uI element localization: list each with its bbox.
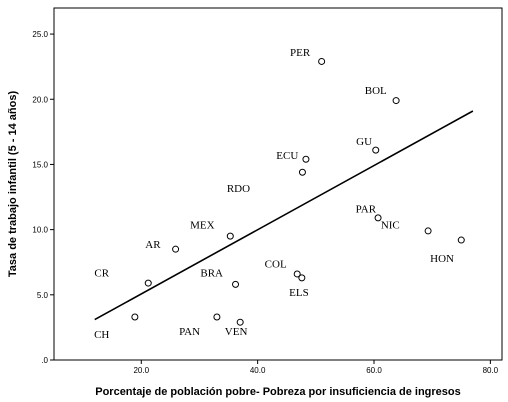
point-label-hon: HON [430, 253, 454, 265]
data-point [226, 232, 234, 240]
x-tick-label: 40.0 [250, 366, 266, 375]
point-label-par: PAR [356, 204, 377, 216]
data-point [302, 155, 310, 163]
point-label-ecu: ECU [276, 150, 298, 162]
x-tick-label: 20.0 [133, 366, 149, 375]
data-point [374, 214, 382, 222]
point-label-ar: AR [145, 239, 161, 251]
y-tick-label: 20.0 [32, 95, 48, 104]
point-label-col: COL [265, 258, 287, 270]
point-labels: PER BOL GU ECU RDO PAR NIC HON MEX AR COL BRA ELS CR C… [94, 47, 454, 341]
data-point [144, 279, 152, 287]
data-point [172, 245, 180, 253]
y-tick-label: 10.0 [32, 226, 48, 235]
plot-frame [53, 7, 503, 361]
point-label-ven: VEN [225, 326, 248, 338]
point-label-nic: NIC [381, 219, 400, 231]
point-label-els: ELS [289, 287, 309, 299]
axis-ticks [50, 33, 491, 364]
y-axis-title: Tasa de trabajo infantil (5 - 14 años) [7, 91, 19, 278]
data-point [392, 97, 400, 105]
data-point [213, 313, 221, 321]
data-point [372, 146, 380, 154]
point-label-pan: PAN [179, 326, 200, 338]
y-tick-label: 15.0 [32, 160, 48, 169]
x-tick-label: 80.0 [483, 366, 499, 375]
point-label-mex: MEX [190, 219, 215, 231]
data-point [232, 280, 240, 288]
point-label-bol: BOL [365, 85, 387, 97]
y-tick-label: 5.0 [37, 291, 49, 300]
y-tick-label: 25.0 [32, 30, 48, 39]
fit-line [94, 110, 474, 321]
y-tick-label: .0 [41, 356, 48, 365]
data-point [318, 57, 326, 65]
point-label-ch: CH [94, 329, 109, 341]
data-points [131, 57, 465, 326]
point-label-bra: BRA [200, 268, 223, 280]
data-point [298, 274, 306, 282]
x-tick-label: 60.0 [366, 366, 382, 375]
point-label-cr: CR [94, 268, 109, 280]
point-label-rdo: RDO [227, 183, 250, 195]
data-point [131, 313, 139, 321]
data-point [298, 168, 306, 176]
data-point [457, 236, 465, 244]
tick-labels: 20.0 40.0 60.0 80.0 .0 5.0 10.0 15.0 20.0 25.0 [32, 30, 498, 375]
data-point [293, 270, 301, 278]
point-label-per: PER [290, 47, 311, 59]
x-axis-title: Porcentaje de población pobre- Pobreza p… [95, 386, 461, 398]
data-point [236, 318, 244, 326]
data-point [424, 227, 432, 235]
point-label-gu: GU [356, 136, 372, 148]
